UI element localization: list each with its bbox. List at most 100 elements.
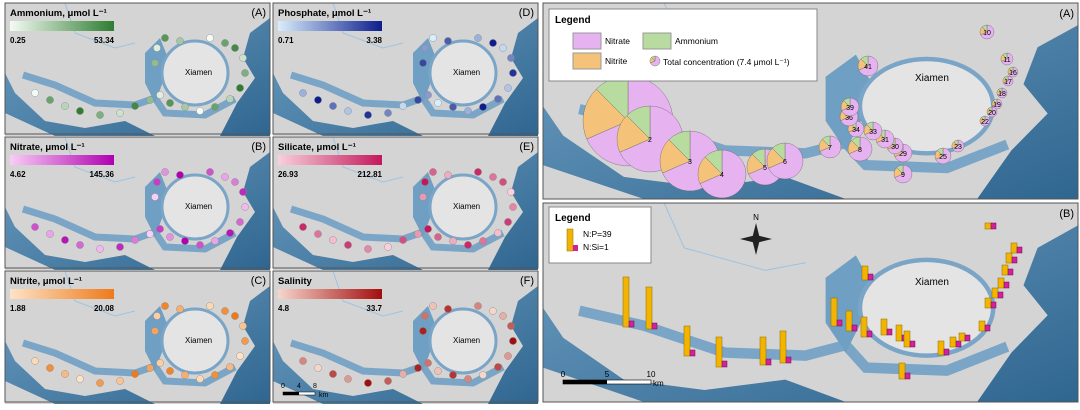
panel-title: Nitrate, μmol L⁻¹	[10, 142, 85, 153]
colorbar	[10, 289, 114, 299]
pie-slice	[1009, 66, 1014, 73]
nsi-bar	[1007, 268, 1014, 276]
pie-slice	[616, 115, 651, 153]
nsi-bar	[1011, 256, 1018, 264]
nsi-bar	[628, 320, 635, 328]
station-dot	[239, 54, 247, 62]
station-dot	[206, 168, 214, 176]
station-dot	[364, 245, 372, 253]
np-bar	[779, 330, 787, 364]
nsi-bar	[765, 358, 772, 366]
pie-slice	[848, 120, 865, 138]
station-dot	[241, 69, 249, 77]
station-dot	[489, 307, 497, 315]
pie-slice	[953, 139, 959, 147]
station-dot	[479, 103, 487, 111]
nsi-bar	[1003, 281, 1010, 289]
nsi-bar	[721, 360, 728, 368]
station-dot	[166, 99, 174, 107]
np-bar	[984, 222, 992, 230]
station-dot	[449, 371, 457, 379]
station-label: 33	[869, 129, 877, 136]
station-dot	[96, 111, 104, 119]
station-label: 2	[648, 137, 652, 144]
map-panel: Salinity 4.8 33.7 (F) Xiamen 0 4 8km	[272, 270, 539, 404]
panel-letter: (A)	[1059, 8, 1074, 20]
channel	[21, 71, 237, 119]
island	[857, 257, 996, 358]
np-bar	[997, 277, 1005, 289]
station-dot	[434, 367, 442, 375]
panel-title: Salinity	[278, 276, 313, 287]
south-land	[5, 247, 55, 270]
station-dot	[196, 241, 204, 249]
colorbar-max: 20.08	[94, 304, 115, 313]
np-bar	[645, 286, 653, 330]
station-dot	[231, 44, 239, 52]
np-bar	[903, 330, 911, 348]
scale-unit: km	[319, 392, 329, 399]
station-dot	[116, 243, 124, 251]
pie-slice	[894, 164, 913, 184]
north-arrow	[740, 223, 772, 255]
station-label: 11	[1003, 57, 1010, 64]
station-dot	[499, 178, 507, 186]
station-dot	[494, 95, 502, 103]
pie-slice	[651, 55, 656, 62]
np-bar	[845, 310, 853, 332]
station-dot	[329, 102, 337, 110]
pie-slice	[993, 98, 998, 105]
station-label: 6	[783, 159, 787, 166]
panel-title: Phosphate, μmol L⁻¹	[278, 8, 371, 19]
station-dot	[504, 218, 512, 226]
pie-slice	[841, 97, 860, 117]
station-dot	[166, 367, 174, 375]
station-label: 29	[899, 151, 907, 158]
panel-letter: (B)	[251, 141, 266, 153]
station-dot	[434, 99, 442, 107]
pie-slice	[980, 24, 995, 40]
pie-slice	[704, 149, 723, 175]
south-land	[273, 247, 323, 270]
colorbar-min: 1.88	[10, 304, 26, 313]
scale-label: 0	[281, 383, 285, 390]
city-label: Xiamen	[453, 202, 480, 211]
panel-border	[542, 2, 1079, 200]
colorbar	[278, 155, 382, 165]
channel	[21, 339, 237, 387]
station-label: 31	[881, 137, 889, 144]
station-dot	[414, 230, 422, 238]
np-bar	[830, 297, 838, 327]
nsi-bar	[836, 319, 843, 327]
island	[428, 307, 498, 375]
station-dot	[424, 91, 432, 99]
station-dot	[479, 237, 487, 245]
panel-border	[4, 270, 271, 403]
np-bar	[759, 336, 767, 366]
river	[663, 202, 806, 271]
station-dot	[196, 375, 204, 383]
south-land	[543, 165, 644, 199]
station-dot	[414, 364, 422, 372]
scale-label: 0	[561, 370, 566, 379]
station-dot	[421, 178, 429, 186]
pie-slice	[819, 135, 842, 159]
station-dot	[241, 337, 249, 345]
station-label: 10	[983, 30, 991, 37]
station-dot	[299, 89, 307, 97]
nsi-bar	[851, 324, 858, 332]
nsi-bar	[984, 324, 991, 332]
legend-title: Legend	[555, 15, 591, 26]
station-dot	[153, 178, 161, 186]
station-dot	[329, 370, 337, 378]
colorbar	[278, 289, 382, 299]
station-dot	[151, 59, 159, 67]
station-dot	[31, 357, 39, 365]
station-dot	[494, 229, 502, 237]
colorbar-max: 212.81	[358, 170, 383, 179]
station-label: 36	[845, 115, 853, 122]
river	[332, 136, 404, 183]
np-bar	[984, 297, 992, 309]
station-dot	[424, 225, 432, 233]
station-dot	[449, 237, 457, 245]
